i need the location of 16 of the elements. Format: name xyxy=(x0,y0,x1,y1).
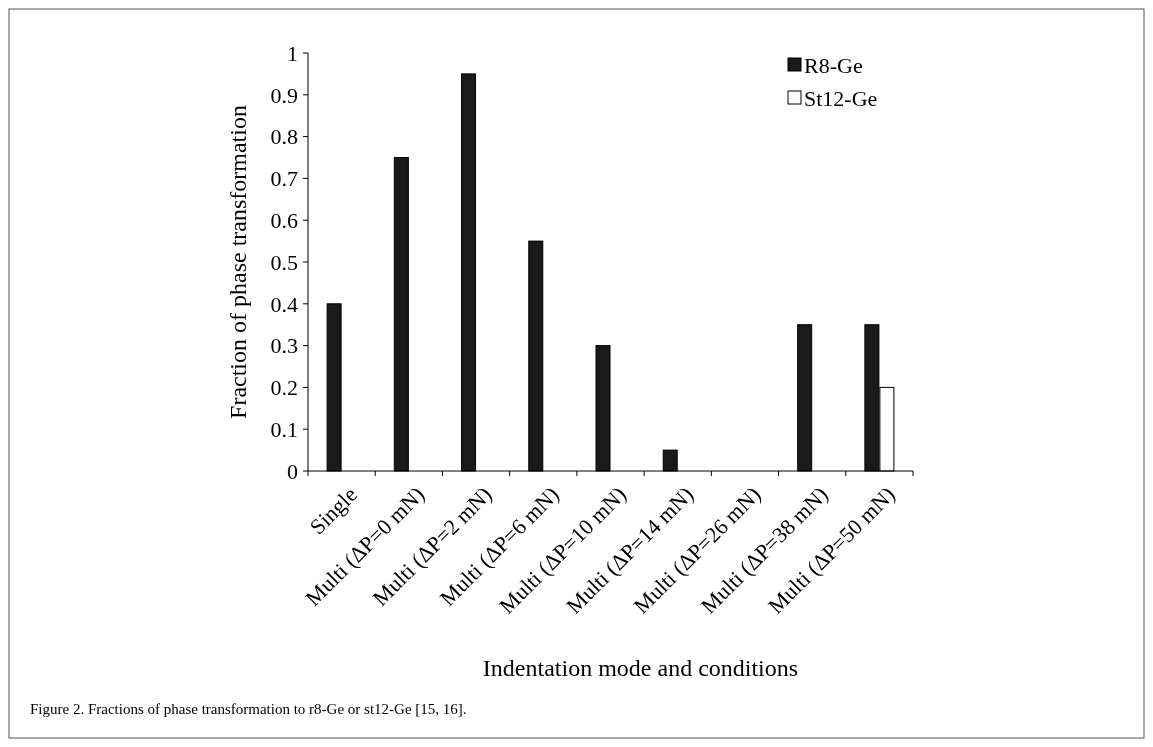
y-tick-label: 0 xyxy=(287,458,298,484)
x-axis-title: Indentation mode and conditions xyxy=(482,655,799,681)
y-axis-title: Fraction of phase transformation xyxy=(225,105,251,419)
y-tick-label: 0.2 xyxy=(270,375,298,401)
caption: Figure 2. Fractions of phase transformation to r8-Ge or st12-Ge [15, 16]. xyxy=(30,701,467,717)
y-tick-label: 0.1 xyxy=(270,416,298,442)
legend-label: R8-Ge xyxy=(804,52,863,78)
y-tick-label: 0.4 xyxy=(270,291,298,317)
y-tick-label: 1 xyxy=(287,40,298,66)
y-tick-label: 0.5 xyxy=(270,249,298,275)
y-tick-label: 0.6 xyxy=(270,207,298,233)
y-tick-label: 0.3 xyxy=(270,333,298,359)
legend-label: St12-Ge xyxy=(804,85,878,111)
y-tick-label: 0.7 xyxy=(270,166,298,192)
y-tick-label: 0.9 xyxy=(270,82,298,108)
y-tick-label: 0.8 xyxy=(270,124,298,150)
